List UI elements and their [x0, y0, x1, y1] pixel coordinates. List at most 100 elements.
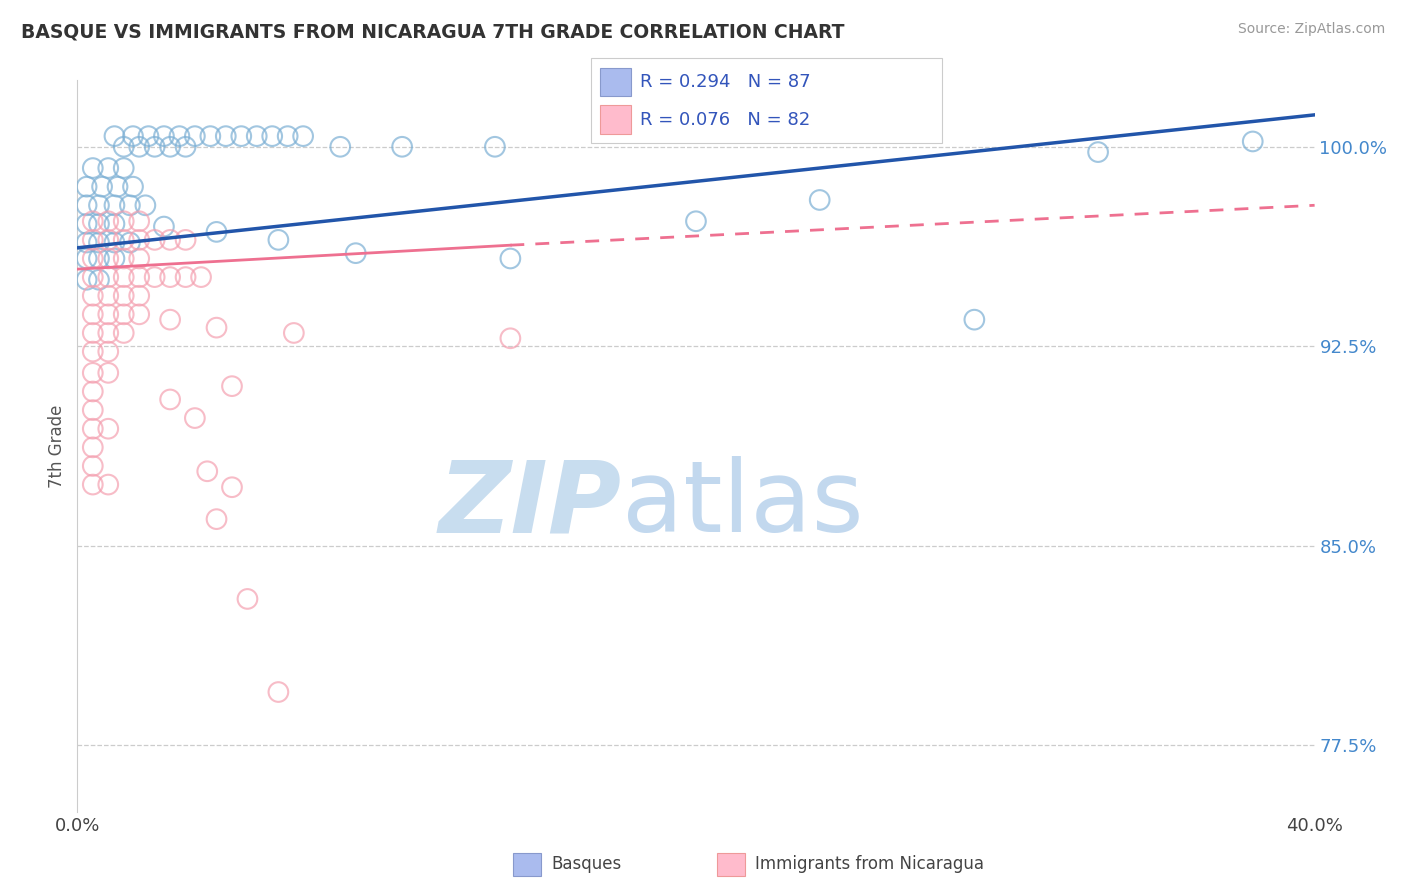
Text: atlas: atlas [621, 456, 863, 553]
Point [76, 273, 98, 287]
Point [118, 235, 141, 250]
Point [97, 270, 120, 285]
Point [1087, 145, 1109, 160]
Point [82, 384, 104, 399]
Point [174, 270, 197, 285]
Point [97, 214, 120, 228]
Point [112, 214, 135, 228]
Point [82, 326, 104, 340]
Text: Basques: Basques [551, 855, 621, 873]
Point [169, 129, 191, 144]
Point [190, 270, 212, 285]
Point [499, 331, 522, 345]
Point [87, 273, 110, 287]
Point [97, 344, 120, 359]
Point [112, 252, 135, 266]
Point [221, 480, 243, 494]
Point [112, 140, 135, 154]
Point [76, 252, 98, 266]
Point [122, 179, 145, 194]
Y-axis label: 7th Grade: 7th Grade [48, 404, 66, 488]
Point [103, 129, 125, 144]
Point [91, 179, 114, 194]
Point [267, 233, 290, 247]
Point [82, 307, 104, 321]
Point [159, 392, 181, 407]
Point [82, 252, 104, 266]
Point [143, 233, 166, 247]
Text: Immigrants from Nicaragua: Immigrants from Nicaragua [755, 855, 984, 873]
Point [87, 198, 110, 212]
Point [112, 289, 135, 303]
Point [76, 217, 98, 231]
Point [97, 326, 120, 340]
Text: R = 0.076   N = 82: R = 0.076 N = 82 [640, 111, 810, 128]
Point [112, 161, 135, 175]
Point [87, 252, 110, 266]
Point [205, 320, 228, 334]
Point [174, 233, 197, 247]
Point [97, 477, 120, 491]
Text: Source: ZipAtlas.com: Source: ZipAtlas.com [1237, 22, 1385, 37]
Point [138, 129, 160, 144]
Point [128, 252, 150, 266]
Point [159, 140, 181, 154]
Point [267, 685, 290, 699]
Point [205, 512, 228, 526]
Point [82, 440, 104, 454]
Point [82, 161, 104, 175]
Point [200, 129, 222, 144]
Point [97, 289, 120, 303]
Point [82, 366, 104, 380]
Point [112, 326, 135, 340]
Point [103, 198, 125, 212]
Point [195, 464, 218, 478]
Point [143, 270, 166, 285]
Point [76, 235, 98, 250]
Point [97, 422, 120, 436]
Point [283, 326, 305, 340]
Point [344, 246, 367, 260]
Point [128, 270, 150, 285]
Point [128, 307, 150, 321]
Point [292, 129, 315, 144]
Point [685, 214, 707, 228]
Point [107, 179, 129, 194]
Text: BASQUE VS IMMIGRANTS FROM NICARAGUA 7TH GRADE CORRELATION CHART: BASQUE VS IMMIGRANTS FROM NICARAGUA 7TH … [21, 22, 845, 41]
Point [153, 219, 176, 234]
Point [87, 217, 110, 231]
Point [112, 307, 135, 321]
Point [174, 140, 197, 154]
Point [277, 129, 299, 144]
Point [184, 129, 207, 144]
Point [159, 312, 181, 326]
Point [82, 344, 104, 359]
Point [134, 198, 156, 212]
Point [215, 129, 238, 144]
Point [103, 217, 125, 231]
Point [808, 193, 831, 207]
Point [329, 140, 352, 154]
Point [246, 129, 269, 144]
Point [122, 129, 145, 144]
Point [128, 214, 150, 228]
Text: ZIP: ZIP [439, 456, 621, 553]
Point [97, 233, 120, 247]
Point [82, 422, 104, 436]
Point [236, 591, 259, 606]
Point [153, 129, 176, 144]
Point [128, 289, 150, 303]
Point [97, 307, 120, 321]
Point [82, 289, 104, 303]
Point [97, 161, 120, 175]
Text: R = 0.294   N = 87: R = 0.294 N = 87 [640, 73, 810, 91]
Point [82, 403, 104, 417]
Point [76, 179, 98, 194]
Point [484, 140, 506, 154]
Point [231, 129, 253, 144]
Point [128, 140, 150, 154]
Point [143, 140, 166, 154]
Point [103, 235, 125, 250]
Point [391, 140, 413, 154]
Point [82, 477, 104, 491]
